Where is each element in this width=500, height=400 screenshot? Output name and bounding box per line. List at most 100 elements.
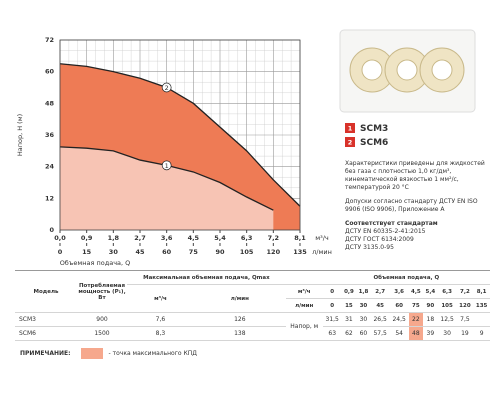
footnote: ПРИМЕЧАНИЕ: - точка максимального КПД <box>20 348 197 359</box>
flow-lmin: 105 <box>437 298 457 313</box>
head-value: 57,5 <box>370 326 390 341</box>
head-value: 22 <box>408 312 424 327</box>
head-value: 63 <box>322 326 342 341</box>
x2-tick-label: 45 <box>135 248 145 256</box>
y-tick-label: 72 <box>45 36 54 44</box>
legend-marker: 1 <box>348 125 353 133</box>
table-row: SCM3 900 7,6 126 Напор, м 31,5 31 30 26,5 24,5 22 1… <box>15 312 490 341</box>
flow-m3h: 7,2 <box>456 284 474 299</box>
x2-tick-label: 105 <box>240 248 254 256</box>
standard: ДСТУ ГОСТ 6134:2009 <box>345 236 414 243</box>
qmax: 138 <box>193 326 286 341</box>
head-value: 31 <box>341 312 357 327</box>
y-tick-label: 24 <box>45 163 55 171</box>
table-row: м³/ч л/мин м³/ч 0 0,9 1,8 2,7 3,6 4,5 5,4 6,3 7,2 8,… <box>15 284 490 313</box>
head-label: Напор, м <box>285 312 323 341</box>
power: 900 <box>77 312 127 327</box>
legend-swatch <box>345 123 355 133</box>
x-tick-label: 6,3 <box>241 234 253 242</box>
y-axis-label: Напор, H (м) <box>16 114 24 156</box>
header-qmax: Максимальная объемная подача, Qmax <box>127 270 286 285</box>
legend-marker: 2 <box>348 139 353 147</box>
flow-m3h: 0,9 <box>341 284 357 299</box>
qmax: 7,6 <box>127 312 194 327</box>
flow-lmin: 30 <box>356 298 371 313</box>
curve-line <box>59 63 301 207</box>
power: 1500 <box>77 326 127 341</box>
flow-m3h: 6,3 <box>437 284 457 299</box>
header-power: Потребляемая мощность (P₁), Вт <box>77 270 127 313</box>
head-value: 18 <box>423 312 438 327</box>
head-value: 30 <box>356 312 371 327</box>
flow-lmin: 15 <box>341 298 357 313</box>
head-value: 39 <box>423 326 438 341</box>
curve-marker-label: 2 <box>165 84 169 92</box>
flow-unit: м³/ч <box>285 284 323 299</box>
head-value: 30 <box>437 326 457 341</box>
y-tick-label: 0 <box>49 226 54 234</box>
x-unit: м³/ч <box>315 234 329 242</box>
head-value: 62 <box>341 326 357 341</box>
flow-unit: л/мин <box>285 298 323 313</box>
curve-marker <box>161 82 172 93</box>
head-value: 7,5 <box>456 312 474 327</box>
plot-frame <box>59 39 301 231</box>
highlight-swatch <box>80 348 103 359</box>
standards-title: Соответствует стандартам <box>345 220 438 227</box>
x-tick-label: 8,1 <box>294 234 306 242</box>
x2-tick-label: 15 <box>82 248 92 256</box>
head-value: 60 <box>356 326 371 341</box>
x-axis-label: Объемная подача, Q <box>60 259 131 267</box>
flow-m3h: 4,5 <box>408 284 424 299</box>
head-value: 24,5 <box>389 312 409 327</box>
table-row: л/мин 0 15 30 45 60 75 90 105 120 135 <box>15 298 490 313</box>
flow-lmin: 135 <box>473 298 490 313</box>
head-value: 19 <box>456 326 474 341</box>
flow-m3h: 5,4 <box>423 284 438 299</box>
qmax-unit: м³/ч <box>127 284 194 313</box>
y-tick-label: 12 <box>45 194 54 202</box>
flow-lmin: 75 <box>408 298 424 313</box>
tolerance: Допуски согласно стандарту ДСТУ EN ISO 9… <box>345 198 478 213</box>
flow-lmin: 90 <box>423 298 438 313</box>
qmax-unit: л/мин <box>193 284 286 313</box>
model: SCM6 <box>15 326 77 341</box>
footnote-text: - точка максимального КПД <box>108 350 197 357</box>
flow-m3h: 8,1 <box>473 284 490 299</box>
model: SCM3 <box>15 312 77 327</box>
standards: ДСТУ EN 60335-2-41:2015 ДСТУ ГОСТ 6134:20… <box>345 228 485 252</box>
legend-label: SCM6 <box>360 138 388 148</box>
x-tick-label: 7,2 <box>268 234 280 242</box>
x-tick-label: 4,5 <box>188 234 200 242</box>
head-value <box>473 312 490 327</box>
footnote-title: ПРИМЕЧАНИЕ: <box>20 350 71 357</box>
x-tick-label: 0,9 <box>81 234 93 242</box>
flow-m3h: 3,6 <box>389 284 409 299</box>
x2-tick-label: 0 <box>58 248 63 256</box>
flow-lmin: 45 <box>370 298 390 313</box>
pump-icons <box>349 47 465 93</box>
notes: Характеристики приведены для жидкостей б… <box>345 160 485 258</box>
legend-label: SCM3 <box>360 124 388 134</box>
flow-m3h: 0 <box>322 284 342 299</box>
x-tick-label: 0,0 <box>54 234 66 242</box>
flow-m3h: 2,7 <box>370 284 390 299</box>
spec-table: Модель Потребляемая мощность (P₁), Вт Макс… <box>15 270 490 341</box>
header-flow: Объемная подача, Q <box>322 270 490 285</box>
x-tick-label: 2,7 <box>134 234 146 242</box>
standard: ДСТУ 3135.0-95 <box>345 244 394 251</box>
x-tick-label: 5,4 <box>214 234 226 242</box>
x-tick-label: 1,8 <box>108 234 120 242</box>
table-row: SCM6 1500 8,3 138 63 62 60 57,5 54 48 39 30 19 9 <box>15 326 490 341</box>
x2-tick-label: 90 <box>215 248 225 256</box>
x-tick-label: 3,6 <box>161 234 173 242</box>
x2-unit: л/мин <box>312 248 332 256</box>
flow-lmin: 120 <box>456 298 474 313</box>
curve-area <box>60 146 274 230</box>
head-value: 31,5 <box>322 312 342 327</box>
curve-marker-label: 1 <box>165 162 169 170</box>
legend-swatch <box>345 137 355 147</box>
qmax: 8,3 <box>127 326 194 341</box>
head-value: 12,5 <box>437 312 457 327</box>
